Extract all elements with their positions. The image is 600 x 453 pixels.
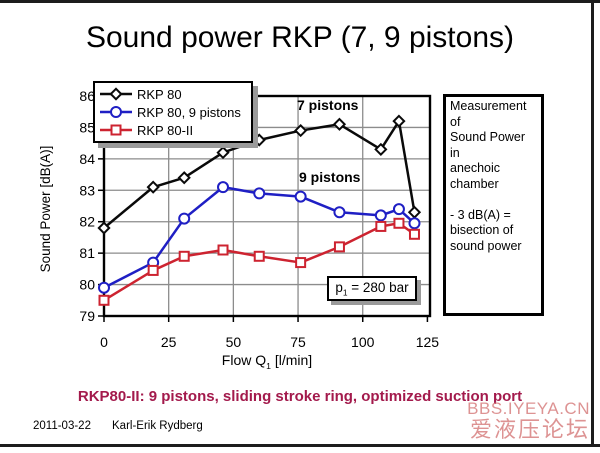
note-line: sound power <box>450 238 522 253</box>
slide-border-right <box>591 0 594 447</box>
legend-label: RKP 80, 9 pistons <box>137 104 241 120</box>
note-line: Measurement of <box>450 99 527 129</box>
chart-legend: RKP 80 RKP 80, 9 pistons RKP 80-II <box>93 81 253 143</box>
svg-text:0: 0 <box>100 334 108 350</box>
pressure-symbol: p <box>335 280 343 295</box>
watermark: BBS.IYEYA.CN 爱液压论坛 <box>280 399 590 443</box>
svg-text:50: 50 <box>226 334 242 350</box>
pressure-value: = 280 bar <box>347 280 409 295</box>
footer-author: Karl-Erik Rydberg <box>112 420 203 432</box>
svg-text:100: 100 <box>351 334 375 350</box>
note-line <box>450 192 537 208</box>
svg-text:80: 80 <box>79 277 95 293</box>
x-axis-label: Flow Q1 [l/min] <box>104 352 430 371</box>
subtitle: RKP80-II: 9 pistons, sliding stroke ring… <box>77 388 523 405</box>
svg-text:84: 84 <box>79 151 95 167</box>
svg-text:86: 86 <box>79 88 95 104</box>
diamond-marker-icon <box>100 87 132 101</box>
legend-label: RKP 80 <box>137 86 182 102</box>
pressure-annotation: p1 = 280 bar <box>327 276 417 301</box>
note-line: chamber <box>450 176 499 191</box>
watermark-line1: BBS.IYEYA.CN <box>467 399 590 418</box>
measurement-note: Measurement of Sound Power in anechoic cham… <box>443 94 544 316</box>
svg-text:81: 81 <box>79 245 95 261</box>
y-axis-label: Sound Power [dB(A)] <box>38 145 53 273</box>
square-marker-icon <box>100 124 132 136</box>
x-axis-label-text: Flow Q <box>221 352 267 368</box>
annotation-7-pistons: 7 pistons <box>297 97 359 113</box>
pressure-subscript: 1 <box>342 287 348 298</box>
svg-text:75: 75 <box>290 334 306 350</box>
slide-border-bottom <box>0 444 600 447</box>
circle-marker-icon <box>100 106 132 118</box>
x-axis-label-unit: [l/min] <box>270 352 313 368</box>
note-line: Sound Power in <box>450 130 526 160</box>
watermark-line2: 爱液压论坛 <box>469 417 590 443</box>
svg-text:125: 125 <box>416 334 440 350</box>
legend-label: RKP 80-II <box>137 122 194 138</box>
slide-border-top <box>0 0 600 3</box>
annotation-9-pistons: 9 pistons <box>299 169 361 185</box>
note-line: bisection of <box>450 223 514 237</box>
slide-title: Sound power RKP (7, 9 pistons) <box>85 21 514 54</box>
note-line: anechoic <box>450 161 501 175</box>
svg-text:79: 79 <box>79 308 95 324</box>
svg-text:82: 82 <box>79 214 95 230</box>
svg-text:83: 83 <box>79 182 95 198</box>
legend-item-rkp80-ii: RKP 80-II <box>98 121 248 139</box>
note-line: - 3 dB(A) = <box>450 207 511 222</box>
legend-item-rkp80-9pistons: RKP 80, 9 pistons <box>98 103 248 121</box>
svg-text:85: 85 <box>79 119 95 135</box>
x-axis-label-subscript: 1 <box>266 360 271 371</box>
footer-date: 2011-03-22 <box>33 420 91 432</box>
svg-text:25: 25 <box>161 334 177 350</box>
legend-item-rkp80: RKP 80 <box>98 85 248 103</box>
